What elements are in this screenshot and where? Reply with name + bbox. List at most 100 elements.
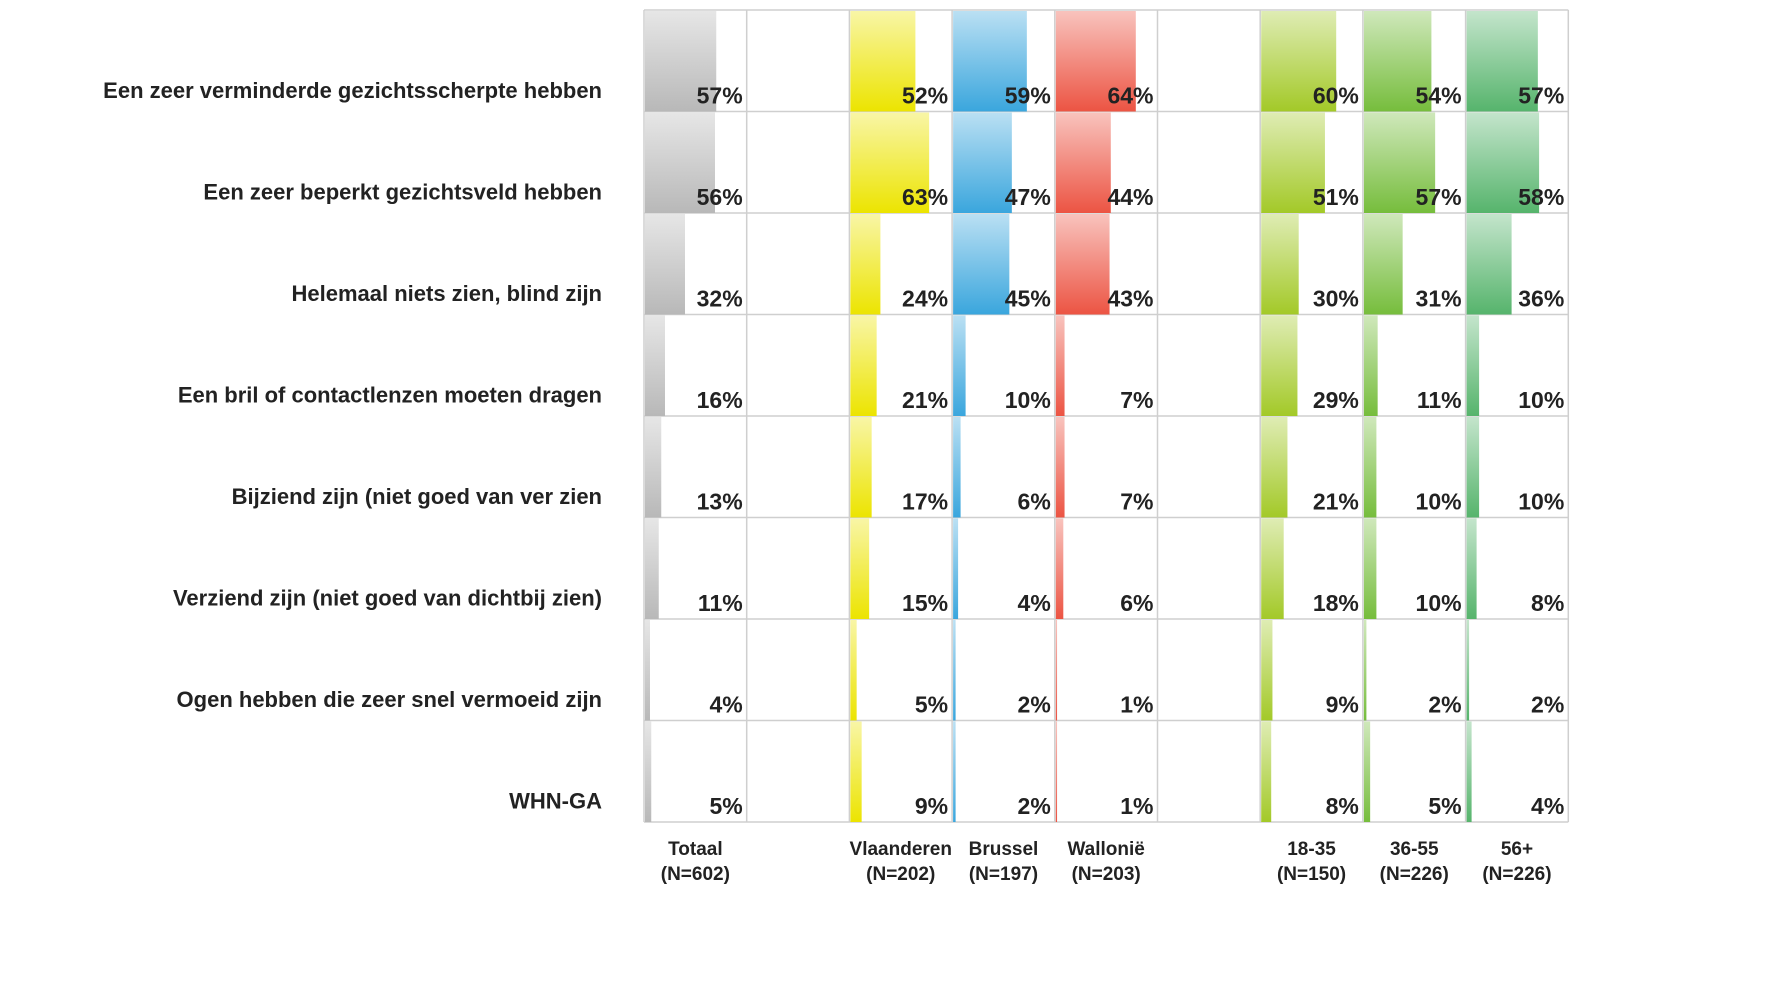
value-label: 10% [1518,387,1564,413]
value-label: 4% [1531,793,1564,819]
value-label: 10% [1005,387,1051,413]
value-label: 8% [1326,793,1359,819]
value-label: 29% [1313,387,1359,413]
bar [850,721,862,822]
bar [1055,214,1110,315]
bar [850,112,930,213]
bar [1363,214,1403,315]
bar [645,11,717,112]
row-label: Ogen hebben die zeer snel vermoeid zijn [177,687,602,712]
value-label: 44% [1107,184,1153,210]
column-sample: (N=202) [866,864,935,885]
bar [953,417,961,518]
bar [850,214,881,315]
value-label: 8% [1531,590,1564,616]
column-label: Brussel [969,839,1039,860]
value-label: 57% [1416,184,1462,210]
value-label: 11% [1417,387,1462,413]
column-label: 56+ [1501,839,1533,860]
value-label: 63% [902,184,948,210]
bar [1466,721,1472,822]
value-label: 18% [1313,590,1359,616]
bar [645,518,659,619]
bar [953,315,966,416]
value-label: 31% [1416,286,1462,312]
value-label: 2% [1428,692,1461,718]
value-label: 10% [1518,489,1564,515]
value-label: 11% [698,590,743,616]
bar [1055,112,1111,213]
bar [850,315,877,416]
bar [850,417,872,518]
value-label: 1% [1120,793,1153,819]
value-label: 5% [1428,793,1461,819]
bar [1466,620,1470,721]
value-label: 10% [1416,590,1462,616]
bar [953,214,1010,315]
column-label: Wallonië [1067,839,1144,860]
value-label: 43% [1107,286,1153,312]
column-sample: (N=226) [1482,864,1551,885]
value-label: 45% [1005,286,1051,312]
column-label: Vlaanderen [850,839,952,860]
bar [1363,721,1371,822]
value-label: 30% [1313,286,1359,312]
value-label: 9% [915,793,948,819]
value-label: 64% [1107,83,1153,109]
value-label: 4% [709,692,742,718]
value-label: 24% [902,286,948,312]
row-label: Een zeer verminderde gezichtsscherpte he… [103,78,602,103]
bar [1363,417,1377,518]
bar [1261,518,1284,619]
bar [645,315,665,416]
bar [1261,620,1273,721]
value-label: 7% [1120,489,1153,515]
value-label: 6% [1120,590,1153,616]
bar [1363,112,1436,213]
bar [645,214,685,315]
bar [953,620,956,721]
value-label: 58% [1518,184,1564,210]
column-sample: (N=602) [661,864,730,885]
row-label: Een bril of contactlenzen moeten dragen [178,382,602,407]
bar [1466,214,1512,315]
bar [1055,721,1058,822]
row-label: Helemaal niets zien, blind zijn [291,281,602,306]
row-label: Een zeer beperkt gezichtsveld hebben [203,179,602,204]
value-label: 47% [1005,184,1051,210]
bar [850,11,916,112]
value-label: 21% [1313,489,1359,515]
bar [1466,417,1480,518]
column-label: 18-35 [1287,839,1336,860]
bar [953,518,959,619]
bar [1261,11,1337,112]
bar [850,620,857,721]
value-label: 10% [1416,489,1462,515]
bar [1261,721,1272,822]
bar [1055,11,1136,112]
bar [1363,518,1377,619]
value-label: 56% [697,184,743,210]
value-label: 7% [1120,387,1153,413]
bar [645,112,715,213]
bar [953,11,1027,112]
bar [645,620,650,721]
bar [1261,315,1298,416]
bar [1466,112,1540,213]
value-label: 17% [902,489,948,515]
column-label: Totaal [668,839,723,860]
value-label: 13% [697,489,743,515]
value-label: 36% [1518,286,1564,312]
bar [1055,518,1064,619]
bar [1055,620,1058,721]
value-label: 6% [1018,489,1051,515]
column-sample: (N=197) [969,864,1038,885]
bar [1363,620,1367,721]
value-label: 4% [1018,590,1051,616]
value-label: 5% [915,692,948,718]
value-label: 51% [1313,184,1359,210]
bar [953,721,956,822]
value-label: 16% [697,387,743,413]
column-label: 36-55 [1390,839,1439,860]
value-label: 2% [1531,692,1564,718]
